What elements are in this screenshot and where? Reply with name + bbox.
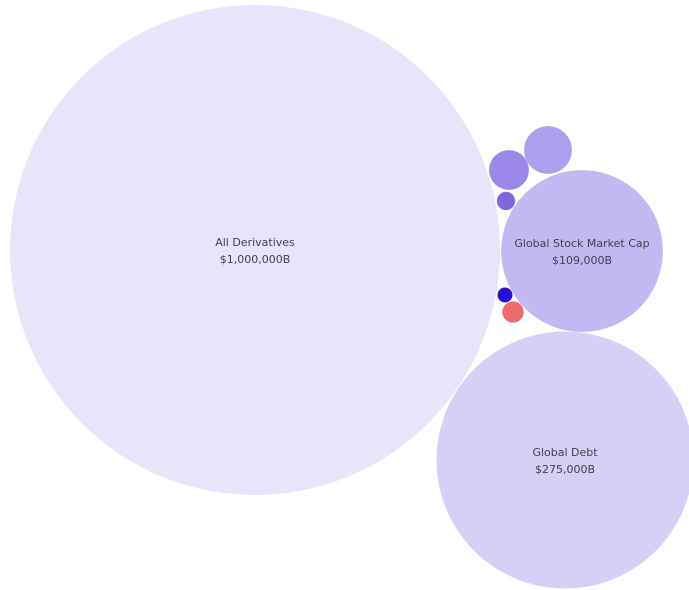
bubble-name-label: Global Debt [532,446,598,459]
bubble-unlabeled-5[interactable] [496,191,516,211]
labels-layer: All Derivatives $1,000,000B Global Debt $27… [215,236,649,476]
bubble-unlabeled-7[interactable] [497,287,513,303]
bubble-unlabeled-3[interactable] [524,126,572,174]
bubble-name-label: Global Stock Market Cap [514,237,649,250]
bubbles-layer [10,5,689,589]
bubble-value-label: $109,000B [552,254,612,267]
bubble-value-label: $1,000,000B [220,253,291,266]
bubble-global-stock-market-cap[interactable] [501,170,663,332]
bubble-all-derivatives[interactable] [10,5,500,495]
bubble-unlabeled-4[interactable] [489,150,529,190]
bubble-global-debt[interactable] [436,331,689,589]
bubble-value-label: $275,000B [535,463,595,476]
bubble-name-label: All Derivatives [215,236,295,249]
bubble-unlabeled-6[interactable] [502,301,524,323]
